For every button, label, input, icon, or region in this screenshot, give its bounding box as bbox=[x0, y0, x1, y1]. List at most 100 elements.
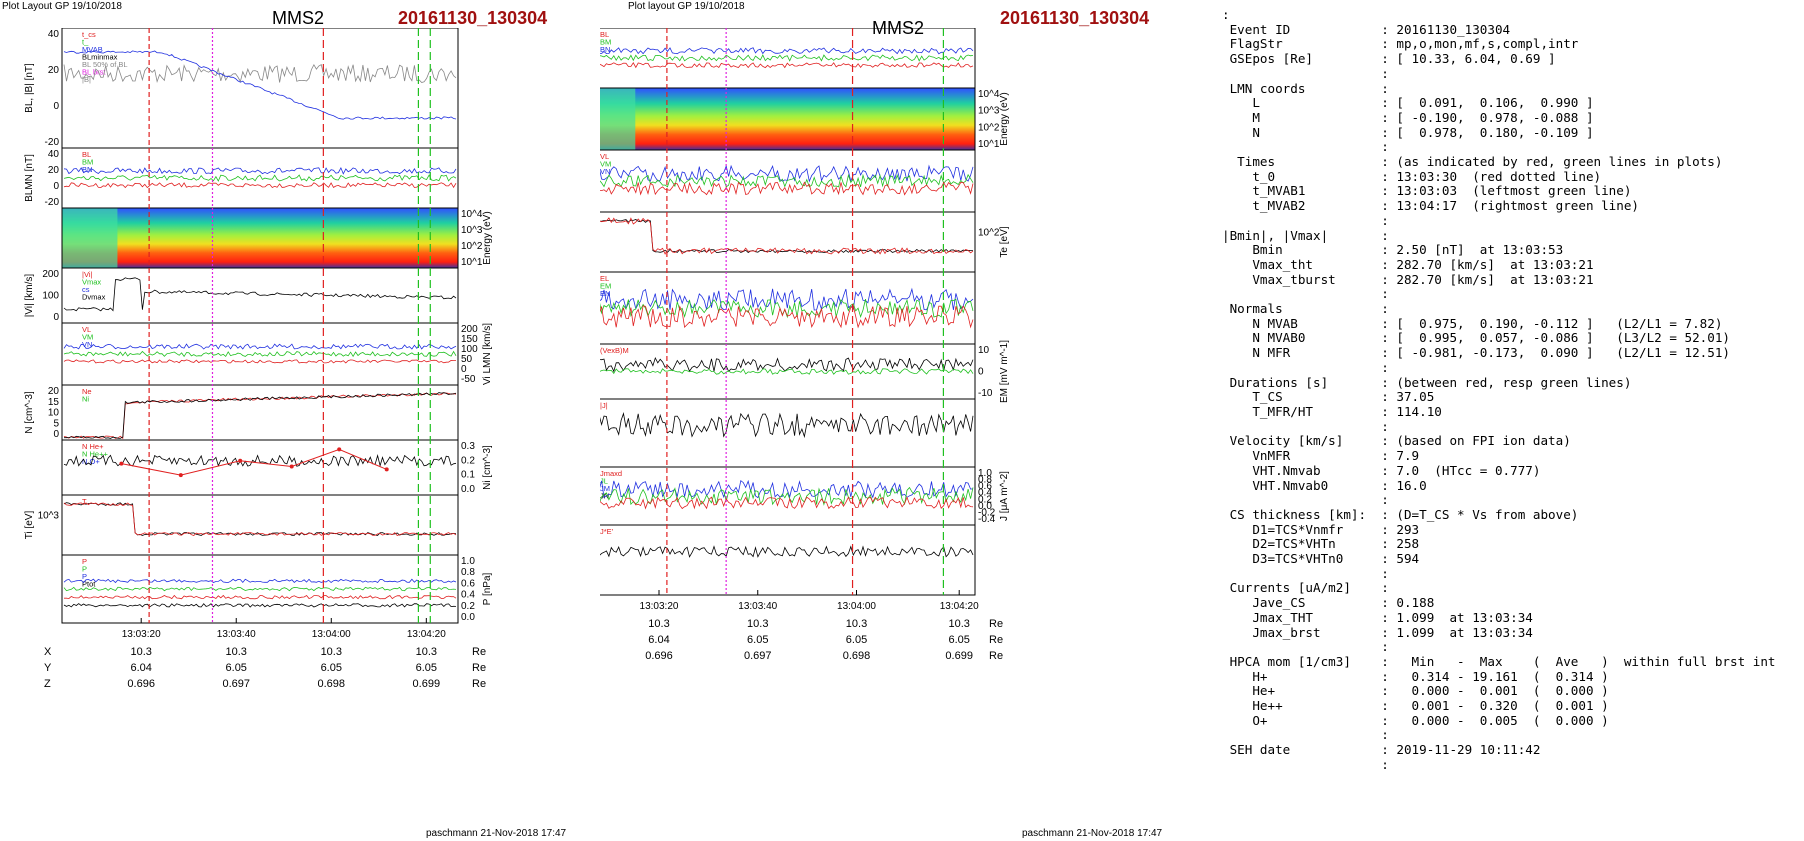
legend-entry: JM bbox=[600, 484, 610, 493]
x-tick-label: 13:03:40 bbox=[217, 629, 256, 640]
y-axis-label: P [nPa] bbox=[482, 572, 493, 605]
data-trace bbox=[64, 392, 457, 439]
data-point bbox=[119, 461, 124, 466]
data-trace bbox=[600, 62, 974, 69]
summary-line: LMN coords : bbox=[1222, 80, 1389, 96]
legend-entry: N O+ bbox=[82, 457, 100, 466]
summary-line: Normals : bbox=[1222, 301, 1389, 317]
data-trace bbox=[63, 594, 457, 600]
data-trace bbox=[600, 219, 974, 254]
legend-entry: VM bbox=[600, 160, 611, 169]
panel-frame bbox=[61, 28, 459, 149]
data-trace bbox=[63, 166, 457, 175]
summary-line: Durations [s] : (between red, resp green… bbox=[1222, 374, 1632, 390]
summary-line: N MVAB0 : [ 0.995, 0.057, -0.086 ] (L3/L… bbox=[1222, 330, 1730, 346]
coord-value: 6.05 bbox=[226, 662, 247, 674]
legend-entry: J*E' bbox=[600, 527, 614, 536]
summary-line: |Bmin|, |Vmax| : bbox=[1222, 227, 1389, 243]
coord-unit: Re bbox=[989, 618, 1003, 630]
y-axis-label: J [μA m^-2] bbox=[999, 471, 1010, 521]
y-tick-label: -50 bbox=[461, 374, 476, 385]
legend-entry: |Vi| bbox=[82, 270, 92, 279]
legend-entry: VL bbox=[82, 325, 91, 334]
y-tick-label: 50 bbox=[461, 354, 473, 365]
data-trace bbox=[63, 350, 457, 358]
data-trace bbox=[63, 174, 457, 182]
legend-entry: t_ bbox=[82, 38, 89, 47]
y-tick-label: 5 bbox=[53, 418, 59, 429]
summary-line: Jmax_THT : 1.099 at 13:03:34 bbox=[1222, 609, 1533, 625]
x-tick-label: 13:04:00 bbox=[837, 601, 876, 612]
spectrogram bbox=[600, 88, 975, 150]
data-trace bbox=[600, 287, 974, 311]
data-point bbox=[289, 464, 294, 469]
panel-espec: 10^4 10^3 10^2 10^1 Energy (eV) bbox=[600, 87, 1010, 151]
panel-te: 10^2 Te [eV] bbox=[600, 211, 1010, 273]
y-axis-label: BLMN [nT] bbox=[24, 154, 35, 202]
legend-entry: BM bbox=[600, 38, 611, 47]
summary-line: Jmax_brst : 1.099 at 13:03:34 bbox=[1222, 624, 1533, 640]
event-title-right: 20161130_130304 bbox=[1000, 8, 1150, 28]
data-trace bbox=[600, 412, 974, 439]
legend-entry: Dvmax bbox=[82, 293, 106, 302]
y-tick-label: 10^3 bbox=[461, 225, 483, 236]
legend-entry: BL brst bbox=[82, 68, 106, 77]
y-tick-label: 150 bbox=[461, 334, 478, 345]
y-tick-label: 20 bbox=[48, 386, 60, 397]
data-trace bbox=[600, 54, 974, 62]
y-axis-label: Vi LMN [km/s] bbox=[482, 323, 493, 385]
footer-right: paschmann 21-Nov-2018 17:47 bbox=[1022, 828, 1163, 839]
y-axis-label: Ti [eV] bbox=[24, 511, 35, 540]
summary-line: HPCA mom [1/cm3] : Min - Max ( Ave ) wit… bbox=[1222, 653, 1776, 669]
coord-value: 0.696 bbox=[645, 650, 673, 662]
coord-value: 10.3 bbox=[416, 646, 437, 658]
coord-value: 10.3 bbox=[321, 646, 342, 658]
spacecraft-title-left: MMS2 bbox=[272, 8, 325, 28]
legend-entry: VN bbox=[600, 167, 610, 176]
y-tick-label: 10^2 bbox=[461, 241, 483, 252]
legend-entry: EL bbox=[600, 274, 609, 283]
coord-value: 0.696 bbox=[127, 678, 155, 690]
y-tick-label: 10^4 bbox=[461, 209, 483, 220]
y-axis-label: |Vi| [km/s] bbox=[24, 274, 35, 318]
data-trace bbox=[63, 50, 457, 120]
legend-entry: |J| bbox=[600, 401, 608, 410]
coord-value: 10.3 bbox=[948, 618, 969, 630]
x-tick-label: 13:04:20 bbox=[940, 601, 979, 612]
y-tick-label: 0.0 bbox=[978, 501, 992, 512]
data-trace bbox=[63, 586, 457, 592]
footer-left: paschmann 21-Nov-2018 17:47 bbox=[426, 828, 567, 839]
y-tick-label: 0.0 bbox=[461, 484, 475, 495]
summary-line: He++ : 0.001 - 0.320 ( 0.001 ) bbox=[1222, 698, 1609, 714]
event-summary-text: : Event ID : 20161130_130304 FlagStr : m… bbox=[1222, 7, 1776, 773]
panel-frame bbox=[600, 466, 976, 526]
summary-line: SEH date : 2019-11-29 10:11:42 bbox=[1222, 742, 1541, 758]
coord-value: 6.05 bbox=[948, 634, 969, 646]
legend-entry: VL bbox=[600, 152, 609, 161]
summary-line: : bbox=[1222, 139, 1389, 155]
y-tick-label: -20 bbox=[45, 137, 60, 148]
data-trace bbox=[63, 578, 457, 584]
data-trace bbox=[63, 277, 457, 312]
data-trace bbox=[600, 496, 974, 510]
y-tick-label: 0.4 bbox=[461, 590, 475, 601]
coord-unit: Re bbox=[989, 634, 1003, 646]
summary-line: : bbox=[1222, 418, 1389, 434]
legend-entry: Ptot bbox=[82, 580, 96, 589]
coord-value: 10.3 bbox=[130, 646, 151, 658]
panel-spec: 10^4 10^3 10^2 10^1 Energy (eV) bbox=[61, 207, 493, 269]
data-trace bbox=[600, 164, 974, 183]
legend-entry: BL 50% of BL bbox=[82, 60, 128, 69]
legend-entry: VN bbox=[82, 340, 92, 349]
coord-value: 10.3 bbox=[747, 618, 768, 630]
y-tick-label: 0.4 bbox=[978, 488, 992, 499]
x-tick-label: 13:03:40 bbox=[738, 601, 777, 612]
y-tick-label: 0.0 bbox=[461, 612, 475, 623]
summary-line: N MVAB : [ 0.975, 0.190, -0.112 ] (L2/L1… bbox=[1222, 315, 1723, 331]
legend-entry: EM bbox=[600, 282, 611, 291]
legend-entry: MVAB bbox=[82, 45, 103, 54]
